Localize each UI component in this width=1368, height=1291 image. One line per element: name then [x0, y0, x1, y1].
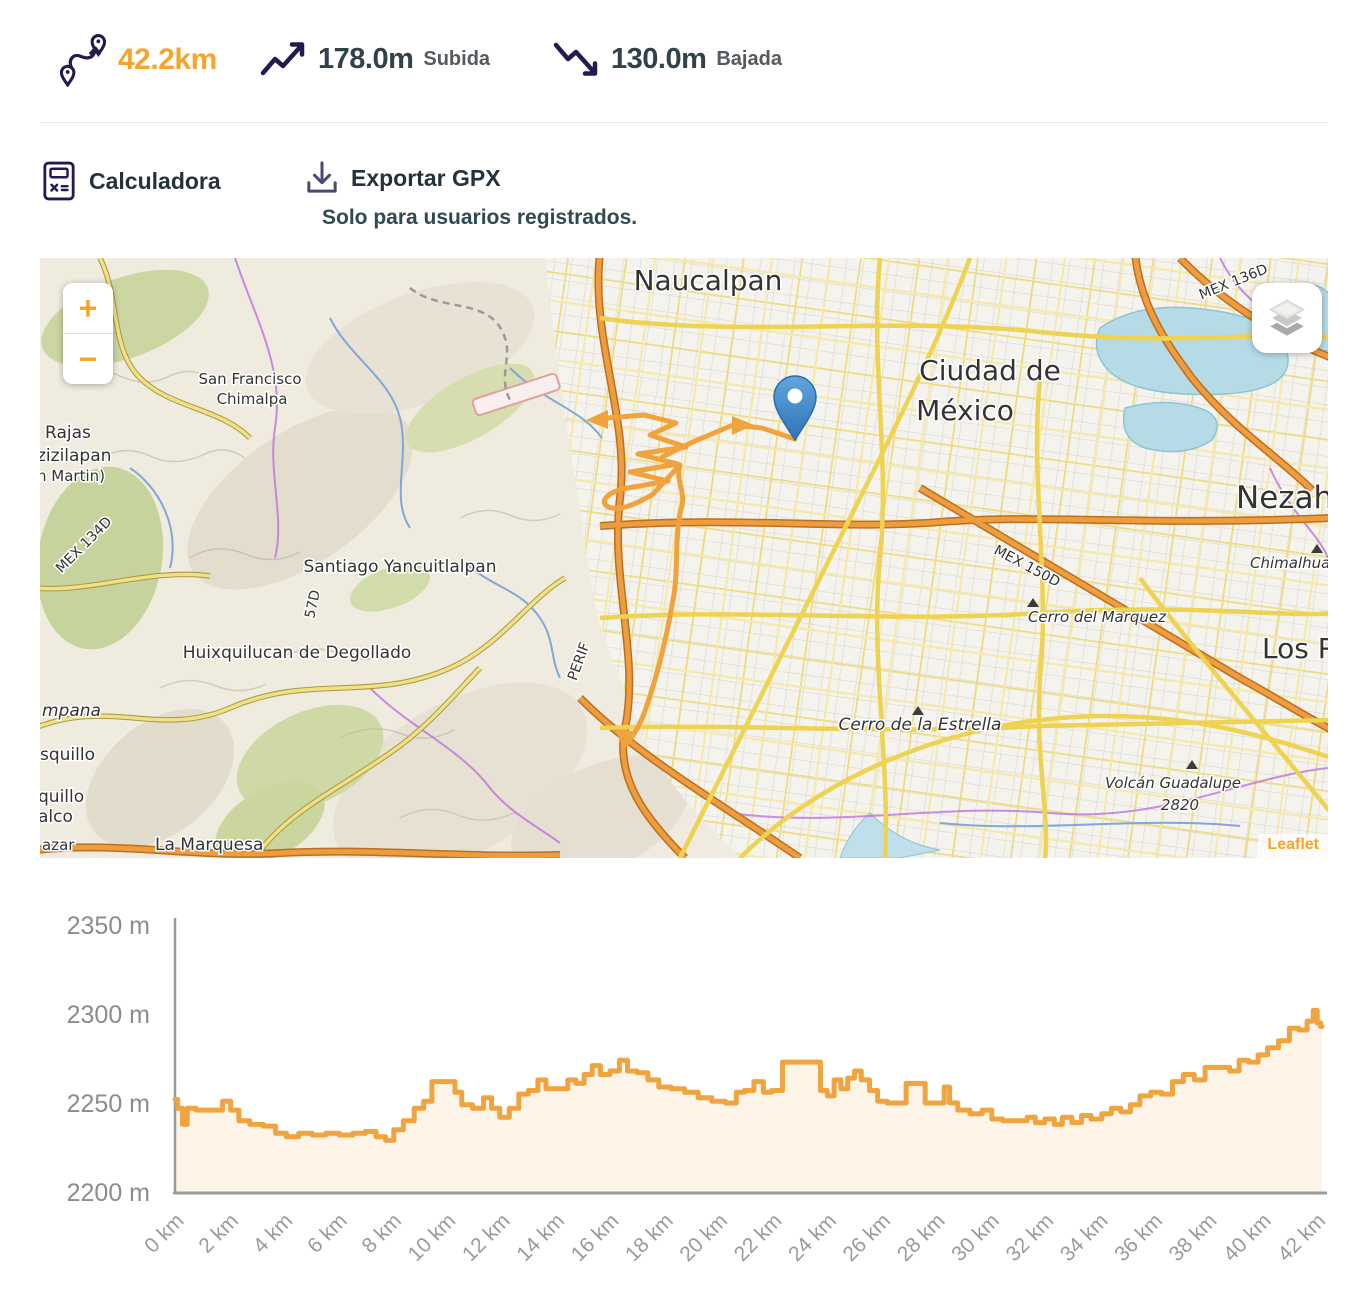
- calculator-icon: [43, 161, 75, 201]
- map-labels: Naucalpan Ciudad de México Nezah San Fra…: [40, 260, 1328, 857]
- map-tiles: Naucalpan Ciudad de México Nezah San Fra…: [40, 258, 1328, 858]
- map-label-chimalpa: Chimalpa: [217, 390, 288, 408]
- x-tick-label: 0 km: [140, 1209, 188, 1257]
- x-tick-label: 14 km: [512, 1209, 569, 1266]
- trending-down-icon: [553, 42, 598, 76]
- export-note: Solo para usuarios registrados.: [322, 206, 638, 229]
- elevation-chart-svg: 2200 m 2250 m 2300 m 2350 m 0 km 2 km 4 km 6 km…: [67, 912, 1330, 1266]
- zoom-control-divider: [63, 333, 113, 334]
- urban-arterials: [599, 258, 1328, 858]
- map-label-zizilapan: zizilapan: [40, 446, 111, 466]
- map-label-ciudad-de: Ciudad de: [919, 354, 1061, 387]
- map-label-alco: alco: [40, 807, 73, 827]
- x-tick-label: 34 km: [1056, 1209, 1113, 1266]
- peak-icon-marquez: [1027, 598, 1039, 607]
- x-tick-label: 8 km: [358, 1209, 406, 1257]
- map-label-la-marquesa: La Marquesa: [155, 835, 263, 855]
- chart-elevation-line: [172, 1007, 1325, 1143]
- elevation-chart: 2200 m 2250 m 2300 m 2350 m 0 km 2 km 4 km 6 km…: [0, 900, 1368, 1286]
- highways: [40, 258, 1328, 858]
- map-label-rajas: Rajas: [45, 423, 91, 443]
- peak-icon-chimalhua: [1311, 544, 1323, 553]
- ascent-label: Subida: [423, 47, 491, 70]
- map-label-huixquilucan: Huixquilucan de Degollado: [183, 643, 412, 663]
- route-arrow-west: [586, 410, 608, 429]
- map[interactable]: Naucalpan Ciudad de México Nezah San Fra…: [40, 258, 1328, 858]
- x-tick-label: 28 km: [893, 1209, 950, 1266]
- route-arrow-east: [732, 416, 754, 435]
- route-track: [586, 410, 798, 751]
- descent-stat: 130.0m Bajada: [553, 40, 782, 78]
- map-label-cerro-marquez: Cerro del Marquez: [1028, 608, 1167, 626]
- x-tick-label: 32 km: [1002, 1209, 1059, 1266]
- layers-icon: [1268, 299, 1306, 336]
- peak-icon-guadalupe: [1186, 760, 1198, 769]
- route-arrow-end: [615, 729, 634, 751]
- map-label-squillo: squillo: [40, 745, 95, 765]
- ascent-stat: 178.0m Subida: [260, 40, 490, 78]
- header-divider: [40, 122, 1328, 123]
- x-tick-label: 24 km: [784, 1209, 841, 1266]
- map-attribution: Leaflet: [1258, 834, 1328, 858]
- x-tick-label: 10 km: [404, 1209, 461, 1266]
- ascent-value: 178.0m: [318, 42, 414, 75]
- airstrip: [471, 372, 561, 417]
- map-label-chimalhua: Chimalhua: [1250, 554, 1328, 572]
- distance-stat: 42.2km: [60, 33, 217, 87]
- x-tick-label: 4 km: [249, 1209, 297, 1257]
- location-marker-icon[interactable]: [773, 375, 817, 442]
- x-tick-label: 36 km: [1110, 1209, 1167, 1266]
- x-tick-label: 18 km: [621, 1209, 678, 1266]
- map-label-nezah: Nezah: [1236, 480, 1328, 516]
- x-tick-label: 2 km: [194, 1209, 242, 1257]
- map-label-naucalpan: Naucalpan: [634, 264, 783, 297]
- x-tick-label: 16 km: [567, 1209, 624, 1266]
- map-label-mexico: México: [916, 394, 1014, 427]
- y-tick-label: 2250 m: [67, 1090, 150, 1118]
- trending-up-icon: [260, 42, 305, 76]
- y-tick-label: 2300 m: [67, 1001, 150, 1029]
- distance-value: 42.2km: [118, 43, 217, 76]
- download-icon: [307, 161, 337, 193]
- x-tick-label: 26 km: [839, 1209, 896, 1266]
- x-tick-label: 6 km: [303, 1209, 351, 1257]
- route-distance-icon: [60, 34, 106, 87]
- map-label-mpana: mpana: [42, 701, 101, 721]
- x-tick-label: 20 km: [675, 1209, 732, 1266]
- zoom-out-button[interactable]: −: [63, 334, 113, 384]
- map-label-cerro-estrella: Cerro de la Estrella: [839, 715, 1002, 735]
- x-tick-label: 38 km: [1165, 1209, 1222, 1266]
- zoom-in-button[interactable]: +: [63, 283, 113, 333]
- map-label-quillo: quillo: [40, 787, 84, 807]
- map-label-2820: 2820: [1161, 796, 1199, 814]
- trail-path: [409, 287, 512, 401]
- map-label-san-francisco: San Francisco: [198, 370, 301, 388]
- y-tick-label: 2200 m: [67, 1179, 150, 1207]
- map-label-santiago: Santiago Yancuitlalpan: [304, 557, 497, 577]
- map-label-azar: azar: [42, 836, 75, 854]
- map-label-volcan-guadalupe: Volcán Guadalupe: [1105, 774, 1241, 792]
- peak-icon-estrella: [912, 706, 924, 715]
- descent-label: Bajada: [716, 47, 782, 70]
- map-label-martin: n Martin): [40, 467, 105, 485]
- chart-area-fill: [175, 1010, 1322, 1192]
- descent-value: 130.0m: [611, 42, 707, 75]
- map-label-los-r: Los R: [1262, 632, 1328, 665]
- x-tick-label: 42 km: [1273, 1209, 1330, 1266]
- x-tick-label: 30 km: [947, 1209, 1004, 1266]
- x-tick-label: 22 km: [730, 1209, 787, 1266]
- calculator-label: Calculadora: [89, 167, 221, 194]
- layers-control[interactable]: [1252, 283, 1322, 353]
- streams: [129, 317, 1241, 828]
- x-tick-label: 12 km: [458, 1209, 515, 1266]
- x-tick-label: 40 km: [1219, 1209, 1276, 1266]
- y-tick-label: 2350 m: [67, 912, 150, 940]
- export-gpx-button[interactable]: Exportar GPX: [306, 160, 501, 196]
- zoom-control: + −: [63, 283, 113, 384]
- export-gpx-label: Exportar GPX: [351, 164, 501, 191]
- calculator-button[interactable]: Calculadora: [42, 160, 221, 202]
- leaflet-link[interactable]: Leaflet: [1267, 836, 1319, 853]
